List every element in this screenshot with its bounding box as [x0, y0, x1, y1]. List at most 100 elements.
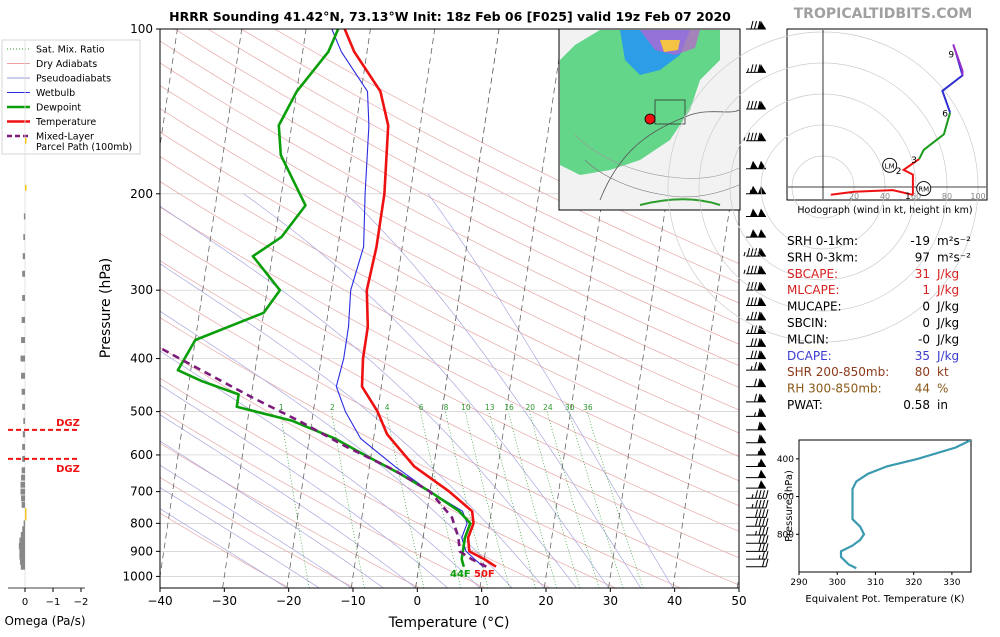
wind-barb-tick [765, 543, 769, 552]
wind-barb-tick [757, 350, 761, 359]
legend-label: Temperature [35, 117, 96, 128]
theta-e-x-tick-label: 330 [943, 578, 960, 588]
x-tick-label: −40 [147, 594, 172, 608]
dry-adiabat [160, 347, 616, 588]
hodograph-ring-label: 80 [942, 192, 952, 201]
dry-adiabat [160, 40, 739, 345]
omega-bar [19, 537, 25, 544]
omega-bar [18, 543, 25, 550]
mixing-ratio-line [529, 411, 581, 588]
index-value: 44 [915, 382, 930, 396]
omega-bar [20, 481, 25, 488]
wind-barb-tick [757, 408, 761, 417]
wind-barb-tick [765, 499, 769, 509]
omega-bar [22, 431, 25, 438]
omega-bar [25, 514, 27, 521]
legend-label: Parcel Path (100mb) [36, 142, 132, 153]
wind-barb-tick [750, 282, 754, 291]
omega-bar [20, 355, 25, 362]
theta-e-x-tick-label: 290 [790, 578, 807, 588]
dry-adiabat [160, 108, 739, 411]
wetbulb-line [331, 29, 484, 568]
omega-bar [22, 270, 25, 277]
legend-label: Sat. Mix. Ratio [36, 45, 105, 56]
hodograph-height-label: 1 [905, 192, 911, 202]
wind-barb [746, 518, 769, 527]
wind-barb [746, 297, 766, 307]
wind-barb-tick [757, 311, 761, 321]
wind-barb-tick [754, 64, 757, 73]
wind-barb [746, 458, 766, 468]
wind-barb-tick [750, 338, 754, 347]
wind-barb [746, 446, 766, 456]
storm-motion-marker [916, 181, 932, 197]
dewpoint-line [176, 29, 472, 568]
index-value: 31 [915, 267, 930, 281]
dgz-label: DGZ [56, 418, 80, 429]
wind-barb-tick [762, 490, 765, 499]
chart-legend: Sat. Mix. Ratio Dry Adiabats Pseudoadiabat… [1, 39, 141, 155]
hodograph-segment [918, 112, 952, 160]
wind-barb-flag [758, 311, 766, 320]
isotherm [350, 29, 436, 588]
wind-barb-tick [757, 378, 761, 387]
wind-barb-tick [762, 499, 765, 509]
wind-barb-flag [758, 393, 766, 402]
wind-barb-halftick [750, 366, 753, 371]
x-tick-label: 20 [538, 594, 553, 608]
wind-barb [746, 20, 766, 30]
wind-barb [746, 64, 766, 73]
dry-adiabat [160, 62, 739, 367]
dry-adiabat [160, 181, 739, 482]
hodograph-segment [830, 189, 914, 196]
wind-barb [743, 132, 766, 142]
omega-axis-label: Omega (Pa/s) [4, 614, 85, 628]
wind-barb-tick [757, 338, 761, 347]
wind-barb-tick [750, 350, 754, 359]
index-value: 80 [915, 365, 930, 379]
wind-barb-tick [762, 518, 765, 527]
wind-barb-flag [750, 160, 758, 169]
index-label: SBCIN: [787, 316, 828, 330]
index-label: MLCAPE: [787, 283, 840, 297]
sounding-indices: SRH 0-1km: -19 m²s⁻² SRH 0-3km: 97 m²s⁻² SBCAP… [787, 234, 971, 412]
legend-label: Mixed-Layer [36, 132, 94, 143]
omega-bar [22, 403, 25, 410]
wind-barb-flag [758, 446, 766, 455]
wind-barb [743, 248, 766, 257]
index-unit: J/kg [936, 316, 959, 330]
omega-bar [19, 548, 25, 555]
omega-bar [23, 417, 25, 424]
pseudoadiabat [160, 464, 352, 588]
x-tick-label: 50 [731, 594, 746, 608]
pseudoadiabat [160, 350, 481, 588]
pseudoadiabat [345, 193, 642, 588]
omega-tick-label: −2 [74, 597, 89, 608]
pseudoadiabat [243, 193, 609, 588]
y-tick-label: 400 [130, 352, 153, 366]
mixing-ratio-label: 2 [330, 403, 335, 412]
wind-barb-tick [762, 543, 765, 552]
wind-barb-tick [750, 64, 754, 73]
wind-barb-flag [758, 21, 766, 29]
theta-e-xlabel: Equivalent Pot. Temperature (K) [805, 594, 964, 605]
index-unit: J/kg [936, 267, 959, 281]
wind-barb-tick [762, 551, 765, 560]
wind-barb-tick [757, 362, 761, 371]
wind-barb-flag [758, 64, 766, 73]
omega-bar [20, 563, 25, 570]
dry-adiabat [160, 409, 486, 588]
dgz-label: DGZ [56, 464, 80, 475]
theta-e-panel: 290 300 310 320 330 400 600 800 Equivalent Pot.… [777, 439, 972, 605]
wind-barb-tick [757, 132, 761, 141]
wind-barb-flag [758, 297, 766, 306]
omega-bar [20, 488, 25, 495]
omega-bar [22, 443, 25, 450]
x-tick-label: 0 [414, 594, 422, 608]
omega-bar [21, 372, 25, 379]
wind-barb-tick [765, 526, 769, 536]
wind-barb-flag [758, 185, 766, 194]
omega-bar [23, 213, 26, 220]
skew-t-ylabel: Pressure (hPa) [98, 258, 114, 358]
mixing-ratio-label: 36 [583, 403, 593, 412]
